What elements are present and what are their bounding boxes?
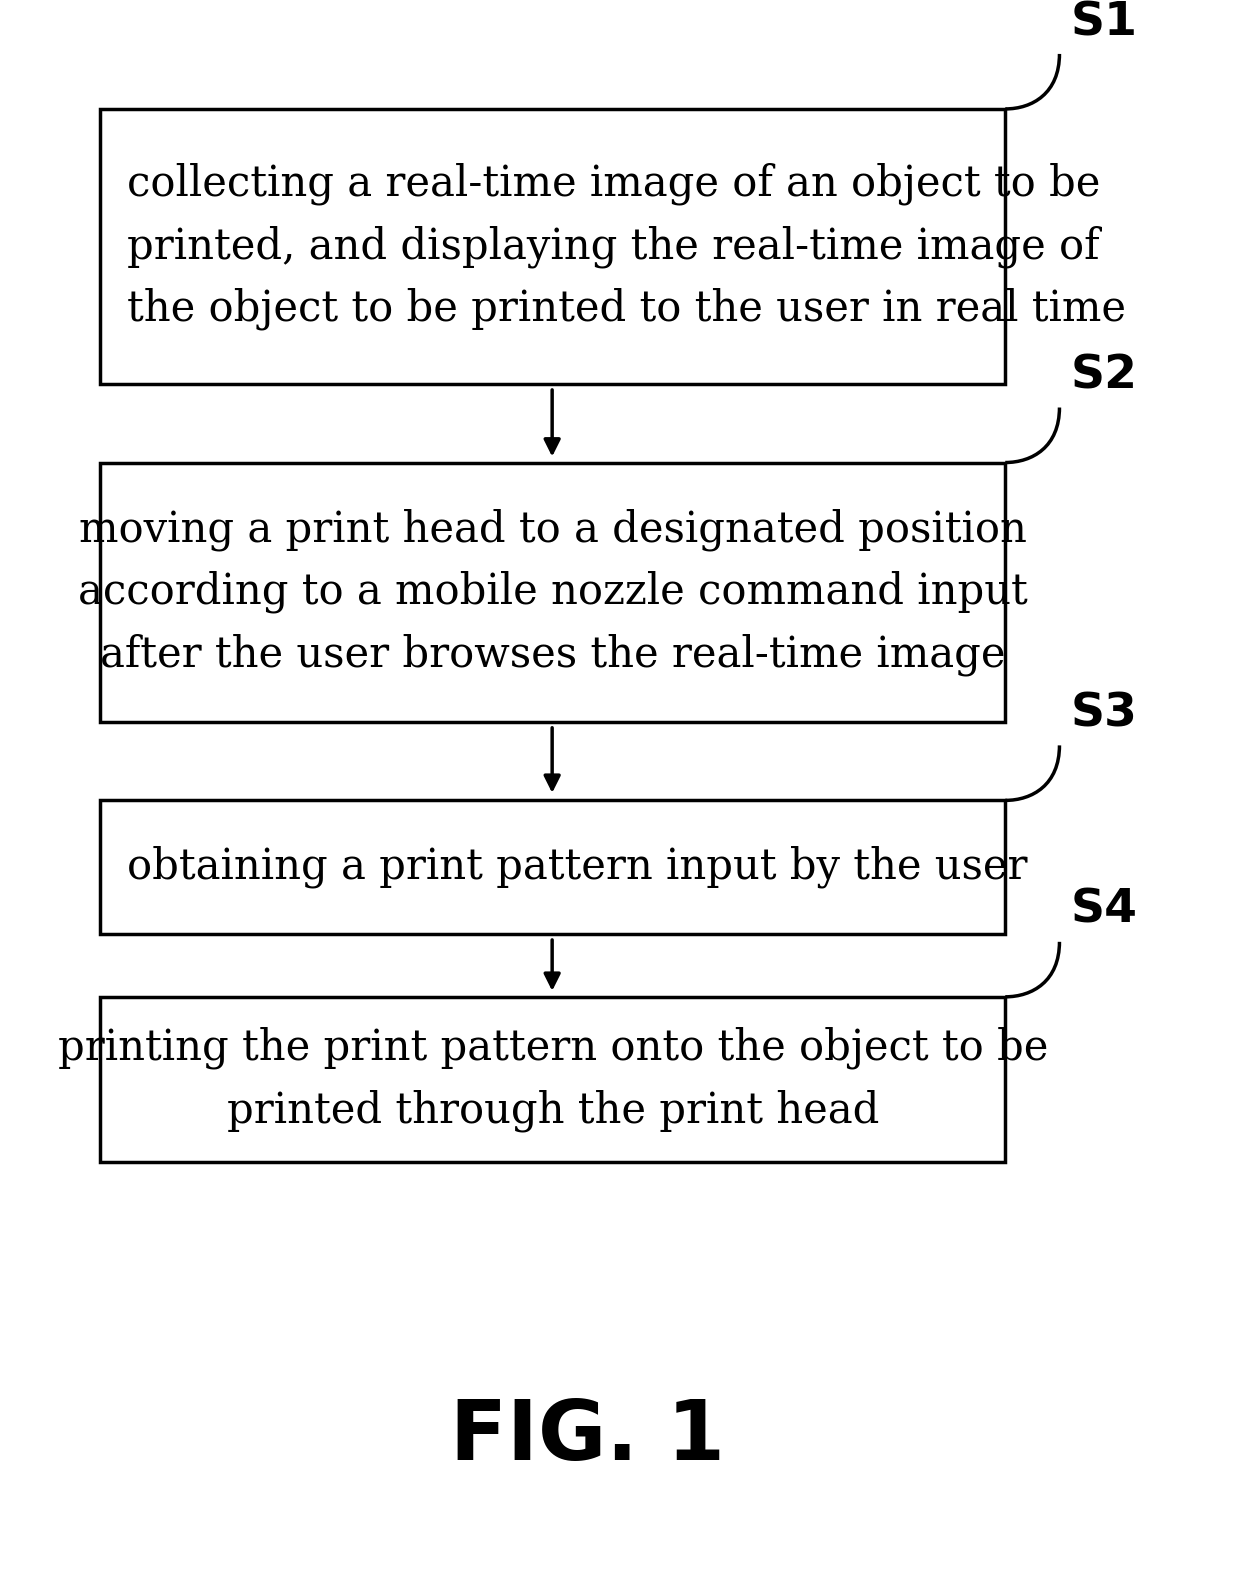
Text: S1: S1: [1070, 0, 1137, 45]
Bar: [100, 996, 1006, 1162]
Text: S4: S4: [1070, 888, 1137, 932]
Bar: [100, 108, 1006, 384]
Bar: [100, 462, 1006, 722]
Text: collecting a real-time image of an object to be
printed, and displaying the real: collecting a real-time image of an objec…: [128, 163, 1126, 330]
Text: obtaining a print pattern input by the user: obtaining a print pattern input by the u…: [128, 846, 1028, 888]
Text: moving a print head to a designated position
according to a mobile nozzle comman: moving a print head to a designated posi…: [78, 508, 1028, 676]
Text: FIG. 1: FIG. 1: [450, 1396, 725, 1478]
Bar: [100, 800, 1006, 934]
Text: S2: S2: [1070, 354, 1137, 398]
Text: S3: S3: [1070, 692, 1137, 736]
Text: printing the print pattern onto the object to be
printed through the print head: printing the print pattern onto the obje…: [57, 1027, 1048, 1132]
